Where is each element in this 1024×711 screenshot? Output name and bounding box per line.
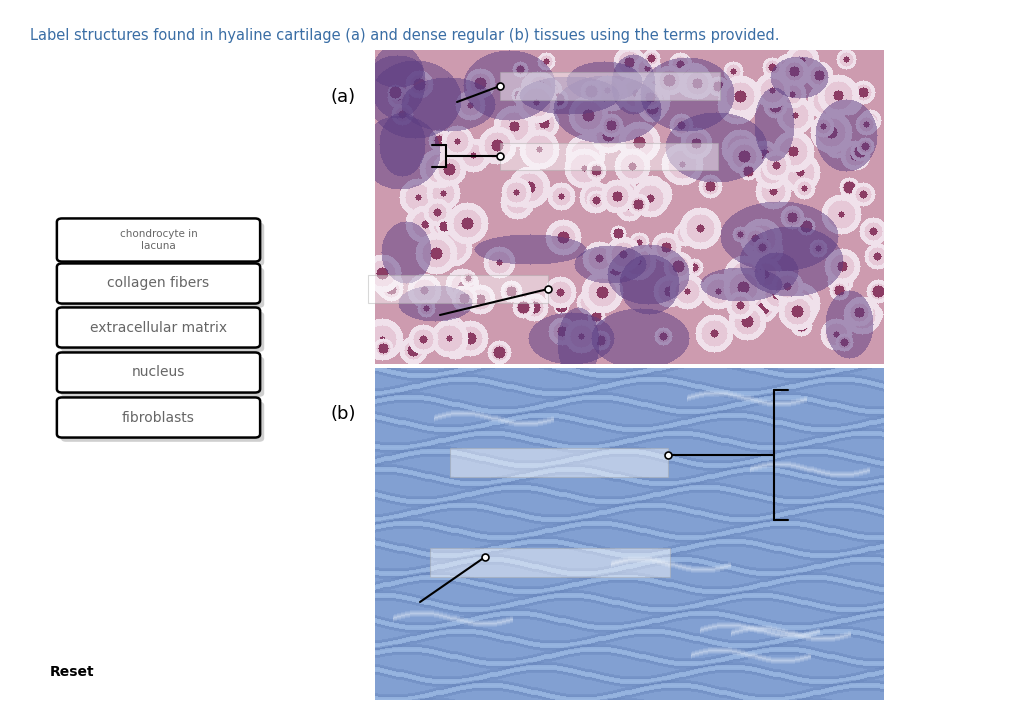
FancyBboxPatch shape bbox=[57, 397, 260, 437]
FancyBboxPatch shape bbox=[61, 402, 264, 442]
Text: fibroblasts: fibroblasts bbox=[122, 410, 195, 424]
Text: collagen fibers: collagen fibers bbox=[108, 277, 210, 291]
Bar bbox=[500, 143, 718, 170]
Text: chondrocyte in
lacuna: chondrocyte in lacuna bbox=[120, 229, 198, 251]
FancyBboxPatch shape bbox=[57, 353, 260, 392]
FancyBboxPatch shape bbox=[61, 268, 264, 308]
Text: (a): (a) bbox=[330, 88, 355, 106]
FancyBboxPatch shape bbox=[61, 357, 264, 397]
Text: Reset: Reset bbox=[50, 665, 94, 679]
Text: extracellular matrix: extracellular matrix bbox=[90, 321, 227, 334]
FancyBboxPatch shape bbox=[61, 311, 264, 352]
Bar bbox=[450, 448, 668, 477]
Bar bbox=[430, 548, 670, 577]
Bar bbox=[368, 275, 548, 303]
Text: (b): (b) bbox=[330, 405, 355, 423]
Text: Label structures found in hyaline cartilage (a) and dense regular (b) tissues us: Label structures found in hyaline cartil… bbox=[30, 28, 779, 43]
Bar bbox=[500, 72, 720, 100]
FancyBboxPatch shape bbox=[57, 307, 260, 348]
FancyBboxPatch shape bbox=[57, 218, 260, 262]
FancyBboxPatch shape bbox=[57, 264, 260, 304]
Text: nucleus: nucleus bbox=[132, 365, 185, 380]
FancyBboxPatch shape bbox=[61, 223, 264, 266]
